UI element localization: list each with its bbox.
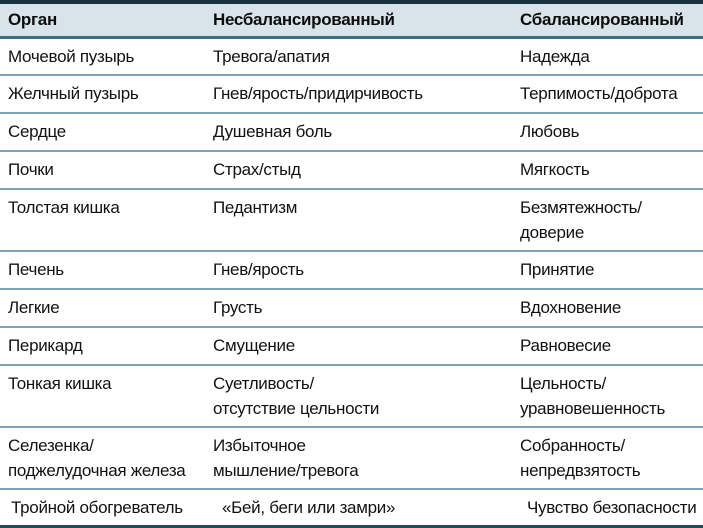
table-cell: Тонкая кишка xyxy=(0,365,205,428)
table-cell: Вдохновение xyxy=(485,289,703,328)
table-cell: Безмятежность/доверие xyxy=(485,189,703,252)
table-cell: Цельность/ уравновешенность xyxy=(485,365,703,428)
table-cell: Толстая кишка xyxy=(0,189,205,252)
table-cell: Душевная боль xyxy=(205,113,485,152)
table-cell: Собранность/ непредвзятость xyxy=(485,427,703,490)
table-row: Мочевой пузырь Тревога/апатия Надежда xyxy=(0,37,703,76)
table-cell: Легкие xyxy=(0,289,205,328)
table-cell: Перикард xyxy=(0,327,205,366)
table-cell: Суетливость/ отсутствие цельности xyxy=(205,365,485,428)
table-cell: Смущение xyxy=(205,327,485,366)
table-row: Тонкая кишка Суетливость/ отсутствие цел… xyxy=(0,365,703,428)
table-cell: Мочевой пузырь xyxy=(0,37,205,76)
table-cell: «Бей, беги или замри» xyxy=(222,498,396,517)
table-row: Перикард Смущение Равновесие xyxy=(0,327,703,366)
table-cell: Терпимость/доброта xyxy=(485,75,703,114)
table-cell: Равновесие xyxy=(485,327,703,366)
table-cell: Печень xyxy=(0,251,205,290)
table-row: Тройной обогреватель «Бей, беги или замр… xyxy=(0,489,703,527)
column-header-unbalanced: Несбалансированный xyxy=(205,2,485,39)
table-cell: Принятие xyxy=(485,251,703,290)
column-header-balanced: Сбалансированный xyxy=(485,2,703,39)
table-cell: Педантизм xyxy=(205,189,485,252)
table-cell: Гнев/ярость/придирчивость xyxy=(205,75,485,114)
table-cell: Тревога/апатия xyxy=(205,37,485,76)
table-cell: Мягкость xyxy=(485,151,703,190)
table-cell: Тройной обогреватель xyxy=(11,498,183,517)
table-cell: Страх/стыд xyxy=(205,151,485,190)
table-row: Легкие Грусть Вдохновение xyxy=(0,289,703,328)
table-row: Печень Гнев/ярость Принятие xyxy=(0,251,703,290)
column-header-organ: Орган xyxy=(0,2,205,39)
table-cell: Избыточное мышление/тревога xyxy=(205,427,485,490)
table-cell: Сердце xyxy=(0,113,205,152)
table-cell: Желчный пузырь xyxy=(0,75,205,114)
table-row: Желчный пузырь Гнев/ярость/придирчивость… xyxy=(0,75,703,114)
table-cell: Гнев/ярость xyxy=(205,251,485,290)
table-row: Толстая кишка Педантизм Безмятежность/до… xyxy=(0,189,703,252)
table-row: Почки Страх/стыд Мягкость xyxy=(0,151,703,190)
table-cell: Почки xyxy=(0,151,205,190)
table-row: Сердце Душевная боль Любовь xyxy=(0,113,703,152)
table-cell: Любовь xyxy=(485,113,703,152)
table-row: Селезенка/ поджелудочная железа Избыточн… xyxy=(0,427,703,490)
table-header-row: Орган Несбалансированный Сбалансированны… xyxy=(0,2,703,39)
table-cell: Надежда xyxy=(485,37,703,76)
table-cell: Грусть xyxy=(205,289,485,328)
table-cell: Чувство безопасности xyxy=(527,498,697,517)
table-cell: Селезенка/ поджелудочная железа xyxy=(0,427,205,490)
